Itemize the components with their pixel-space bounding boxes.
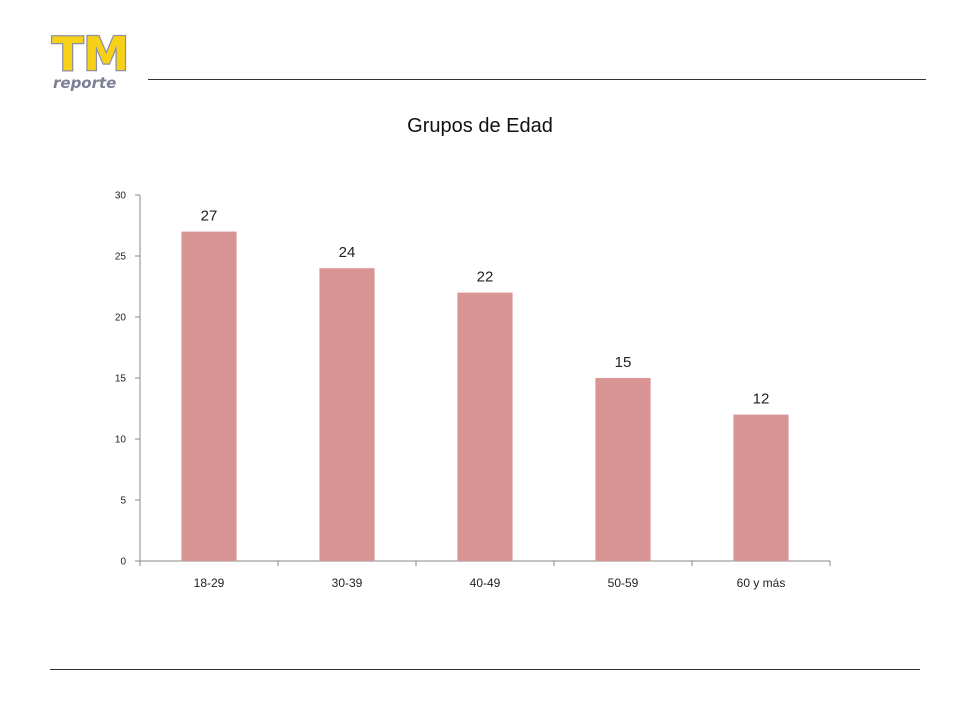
category-label: 50-59	[608, 576, 639, 590]
bar	[457, 292, 513, 561]
y-tick-label: 10	[115, 435, 127, 446]
bar	[595, 378, 651, 561]
y-tick-label: 20	[115, 313, 127, 324]
y-tick-label: 30	[115, 191, 127, 202]
data-label: 24	[339, 244, 356, 261]
bar	[733, 414, 789, 561]
logo-sub-text: reporte	[53, 74, 116, 92]
chart-title: Grupos de Edad	[407, 115, 553, 137]
data-label: 12	[753, 391, 770, 408]
header-divider	[148, 79, 926, 80]
footer-divider	[50, 669, 920, 670]
category-label: 40-49	[470, 576, 501, 590]
y-tick-label: 0	[120, 557, 126, 568]
logo-main-text: TM	[52, 30, 129, 81]
y-tick-label: 15	[115, 374, 127, 385]
data-label: 27	[201, 208, 218, 225]
bar	[319, 268, 375, 561]
category-label: 18-29	[194, 576, 225, 590]
y-tick-label: 25	[115, 252, 127, 263]
data-label: 22	[477, 269, 494, 286]
category-label: 30-39	[332, 576, 363, 590]
tm-reporte-logo: TM reporte	[50, 26, 131, 92]
data-label: 15	[615, 354, 632, 371]
y-tick-label: 5	[120, 496, 126, 507]
category-label: 60 y más	[737, 576, 786, 590]
bar	[181, 231, 237, 561]
